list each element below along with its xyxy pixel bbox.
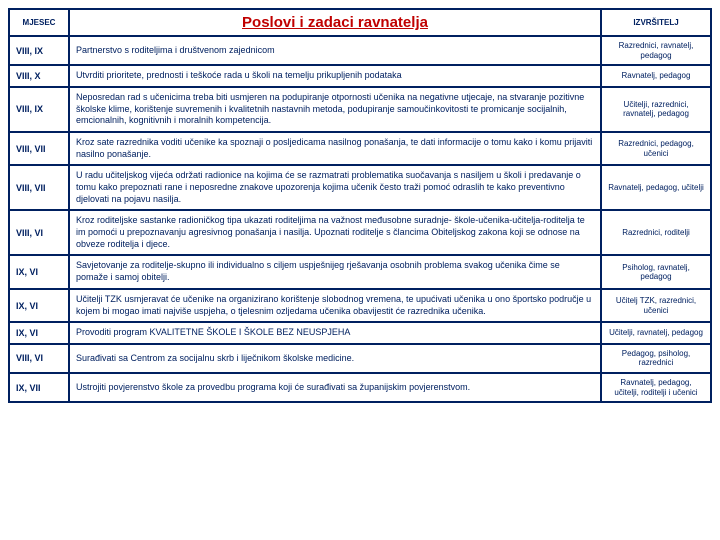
executor-cell: Učitelj TZK, razrednici, učenici	[601, 289, 711, 322]
header-title: Poslovi i zadaci ravnatelja	[69, 9, 601, 36]
task-cell: Kroz roditeljske sastanke radioničkog ti…	[69, 210, 601, 255]
executor-cell: Razrednici, ravnatelj, pedagog	[601, 36, 711, 65]
executor-cell: Psiholog, ravnatelj, pedagog	[601, 255, 711, 288]
month-cell: VIII, VII	[9, 165, 69, 210]
table-row: VIII, VIKroz roditeljske sastanke radion…	[9, 210, 711, 255]
table-row: VIII, IXNeposredan rad s učenicima treba…	[9, 87, 711, 132]
table-row: VIII, XUtvrditi prioritete, prednosti i …	[9, 65, 711, 87]
table-row: IX, VIUčitelji TZK usmjeravat će učenike…	[9, 289, 711, 322]
month-cell: VIII, VI	[9, 210, 69, 255]
table-row: VIII, IXPartnerstvo s roditeljima i druš…	[9, 36, 711, 65]
task-cell: Učitelji TZK usmjeravat će učenike na or…	[69, 289, 601, 322]
table-row: VIII, VIIU radu učiteljskog vijeća održa…	[9, 165, 711, 210]
task-cell: U radu učiteljskog vijeća održati radion…	[69, 165, 601, 210]
task-cell: Kroz sate razrednika voditi učenike ka s…	[69, 132, 601, 165]
executor-cell: Učitelji, ravnatelj, pedagog	[601, 322, 711, 344]
month-cell: VIII, X	[9, 65, 69, 87]
month-cell: IX, VI	[9, 322, 69, 344]
task-cell: Neposredan rad s učenicima treba biti us…	[69, 87, 601, 132]
executor-cell: Ravnatelj, pedagog, učitelji, roditelji …	[601, 373, 711, 402]
task-cell: Partnerstvo s roditeljima i društvenom z…	[69, 36, 601, 65]
table-row: VIII, VISurađivati sa Centrom za socijal…	[9, 344, 711, 373]
table-header-row: MJESEC Poslovi i zadaci ravnatelja IZVRŠ…	[9, 9, 711, 36]
executor-cell: Učitelji, razrednici, ravnatelj, pedagog	[601, 87, 711, 132]
task-cell: Utvrditi prioritete, prednosti i teškoće…	[69, 65, 601, 87]
executor-cell: Razrednici, pedagog, učenici	[601, 132, 711, 165]
executor-cell: Pedagog, psiholog, razrednici	[601, 344, 711, 373]
month-cell: VIII, VI	[9, 344, 69, 373]
month-cell: IX, VI	[9, 255, 69, 288]
table-row: VIII, VIIKroz sate razrednika voditi uče…	[9, 132, 711, 165]
month-cell: VIII, VII	[9, 132, 69, 165]
executor-cell: Razrednici, roditelji	[601, 210, 711, 255]
task-cell: Savjetovanje za roditelje-skupno ili ind…	[69, 255, 601, 288]
table-row: IX, VISavjetovanje za roditelje-skupno i…	[9, 255, 711, 288]
header-month: MJESEC	[9, 9, 69, 36]
month-cell: VIII, IX	[9, 36, 69, 65]
month-cell: IX, VII	[9, 373, 69, 402]
header-executor: IZVRŠITELJ	[601, 9, 711, 36]
schedule-table: MJESEC Poslovi i zadaci ravnatelja IZVRŠ…	[8, 8, 712, 403]
task-cell: Surađivati sa Centrom za socijalnu skrb …	[69, 344, 601, 373]
task-cell: Ustrojiti povjerenstvo škole za provedbu…	[69, 373, 601, 402]
table-row: IX, VIProvoditi program KVALITETNE ŠKOLE…	[9, 322, 711, 344]
month-cell: IX, VI	[9, 289, 69, 322]
task-cell: Provoditi program KVALITETNE ŠKOLE I ŠKO…	[69, 322, 601, 344]
executor-cell: Ravnatelj, pedagog	[601, 65, 711, 87]
month-cell: VIII, IX	[9, 87, 69, 132]
table-row: IX, VIIUstrojiti povjerenstvo škole za p…	[9, 373, 711, 402]
executor-cell: Ravnatelj, pedagog, učitelji	[601, 165, 711, 210]
